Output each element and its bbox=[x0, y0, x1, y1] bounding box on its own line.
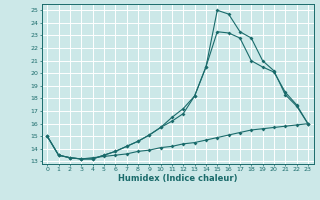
X-axis label: Humidex (Indice chaleur): Humidex (Indice chaleur) bbox=[118, 174, 237, 183]
